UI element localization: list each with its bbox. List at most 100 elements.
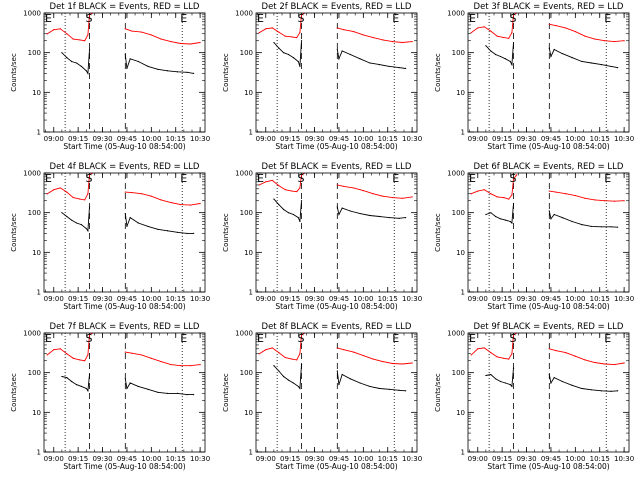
data-point-events [388,388,390,390]
data-point-events [147,388,149,390]
data-point-lld [555,350,557,352]
data-point-lld [296,190,298,193]
data-point-lld [180,365,182,367]
data-point-events [349,210,351,212]
data-point-lld [564,352,567,354]
data-point-events [495,215,497,218]
y-tick-label: 10 [244,409,253,417]
data-point-events [85,387,87,390]
data-point-lld [508,358,510,360]
y-tick-label: 1000 [235,10,253,18]
data-point-events [273,365,275,367]
y-tick-label: 10 [244,89,253,97]
y-tick-label: 10 [32,89,41,97]
panel-title: Det 9f BLACK = Events, RED = LLD [474,322,624,332]
data-point-lld [291,358,293,360]
series-group [258,13,413,70]
x-tick-label: 10:30 [190,455,210,463]
data-point-lld [284,35,286,37]
panel-det-6: Det 6f BLACK = Events, RED = LLD 1 10 100 10… [434,162,634,311]
data-point-events [278,47,280,49]
y-axis-label: Counts/sec [10,53,18,92]
data-point-events [548,47,550,49]
data-point-lld [189,204,191,206]
data-point-lld [490,193,492,195]
x-tick-label: 09:45 [117,135,137,143]
data-point-events [617,226,619,228]
panel-det-1: Det 1f BLACK = Events, RED = LLD 1 10 100 10… [10,2,210,151]
y-tick-label: 1000 [235,170,253,178]
x-tick-label: 09:30 [516,295,536,303]
data-point-events [66,215,68,218]
data-point-events [147,225,149,228]
data-point-events [490,212,492,214]
x-tick-label: 09:00 [256,135,276,143]
data-point-lld [180,203,182,206]
data-point-lld [131,30,133,32]
series-line-events [273,198,406,222]
data-point-lld [299,353,301,355]
x-tick-label: 09:15 [68,135,88,143]
y-axis-label: Counts/sec [222,373,230,412]
data-point-events [66,57,68,59]
data-point-lld [124,191,126,193]
y-tick-label: 10 [456,249,465,257]
data-point-lld [343,29,345,31]
data-point-lld [564,27,567,29]
data-point-events [71,219,73,221]
x-tick-label: 09:00 [468,455,488,463]
data-point-events [504,58,507,60]
data-point-lld [477,27,479,29]
data-point-lld [336,347,338,349]
x-tick-label: 09:15 [280,295,300,303]
data-point-lld [564,193,567,195]
data-point-events [336,48,338,51]
data-point-events [511,222,513,224]
data-point-lld [512,14,515,16]
y-tick-label: 1 [37,289,41,297]
data-point-lld [352,187,355,189]
data-point-events [561,217,563,219]
marker-e: E [180,172,187,185]
data-point-events [186,393,188,396]
marker-e: E [392,12,399,25]
data-point-events [186,232,188,235]
x-axis-label: Start Time (05-Aug-10 08:54:00) [63,302,185,311]
data-point-lld [291,190,293,192]
data-point-lld [79,39,81,41]
x-tick-label: 10:30 [402,455,422,463]
data-point-events [292,382,295,384]
data-point-events [193,393,195,396]
series-group [470,174,625,228]
x-tick-label: 09:45 [117,295,137,303]
data-point-events [509,60,511,63]
data-point-lld [613,363,615,366]
y-axis-label: Counts/sec [434,213,442,252]
data-point-events [126,225,128,228]
data-point-events [157,68,159,70]
data-point-lld [66,353,68,355]
x-axis-label: Start Time (05-Aug-10 08:54:00) [487,462,609,471]
data-point-lld [503,36,505,39]
x-tick-label: 09:45 [541,135,561,143]
data-point-events [341,50,343,52]
data-point-lld [477,190,479,192]
data-point-lld [284,189,286,191]
data-point-events [278,370,280,372]
x-tick-label: 10:30 [190,135,210,143]
data-point-lld [278,352,280,354]
marker-e: E [180,332,187,345]
series-group [258,333,413,392]
marker-s: S [86,332,93,345]
data-point-lld [503,357,505,359]
data-point-lld [613,41,615,43]
data-point-events [369,385,371,388]
data-point-lld [512,334,515,336]
plot-frame [467,12,630,133]
marker-s: S [510,172,517,185]
plot-frame [43,172,206,293]
data-point-events [124,212,126,215]
data-point-lld [72,357,74,359]
data-point-events [561,380,563,383]
data-point-lld [512,178,515,180]
